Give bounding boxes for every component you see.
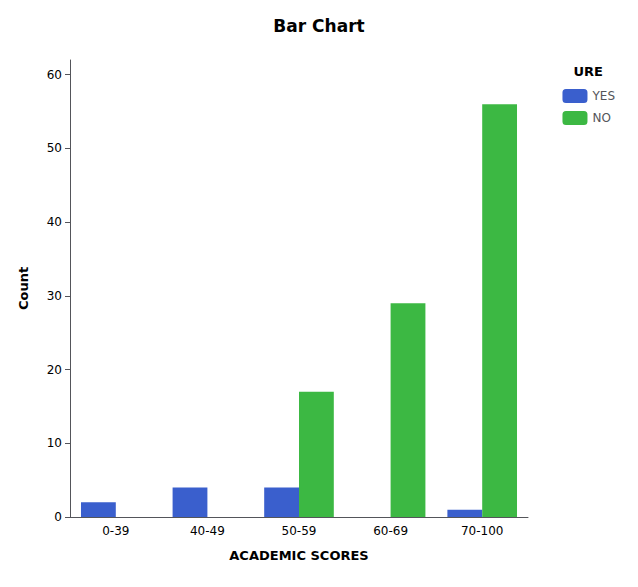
svg-text:60-69: 60-69: [373, 524, 408, 538]
svg-text:60: 60: [47, 68, 62, 82]
svg-text:YES: YES: [591, 89, 615, 103]
svg-text:50: 50: [47, 141, 62, 155]
svg-text:20: 20: [47, 363, 62, 377]
svg-text:Bar Chart: Bar Chart: [273, 16, 364, 36]
svg-text:0: 0: [54, 510, 62, 524]
svg-text:NO: NO: [592, 111, 610, 125]
svg-text:70-100: 70-100: [461, 524, 504, 538]
svg-text:50-59: 50-59: [282, 524, 317, 538]
svg-text:ACADEMIC SCORES: ACADEMIC SCORES: [229, 548, 368, 563]
svg-text:0-39: 0-39: [102, 524, 129, 538]
svg-text:10: 10: [47, 436, 62, 450]
svg-text:40: 40: [47, 215, 62, 229]
svg-text:30: 30: [47, 289, 62, 303]
svg-text:40-49: 40-49: [190, 524, 225, 538]
svg-text:URE: URE: [574, 64, 603, 79]
svg-text:Count: Count: [16, 267, 31, 310]
